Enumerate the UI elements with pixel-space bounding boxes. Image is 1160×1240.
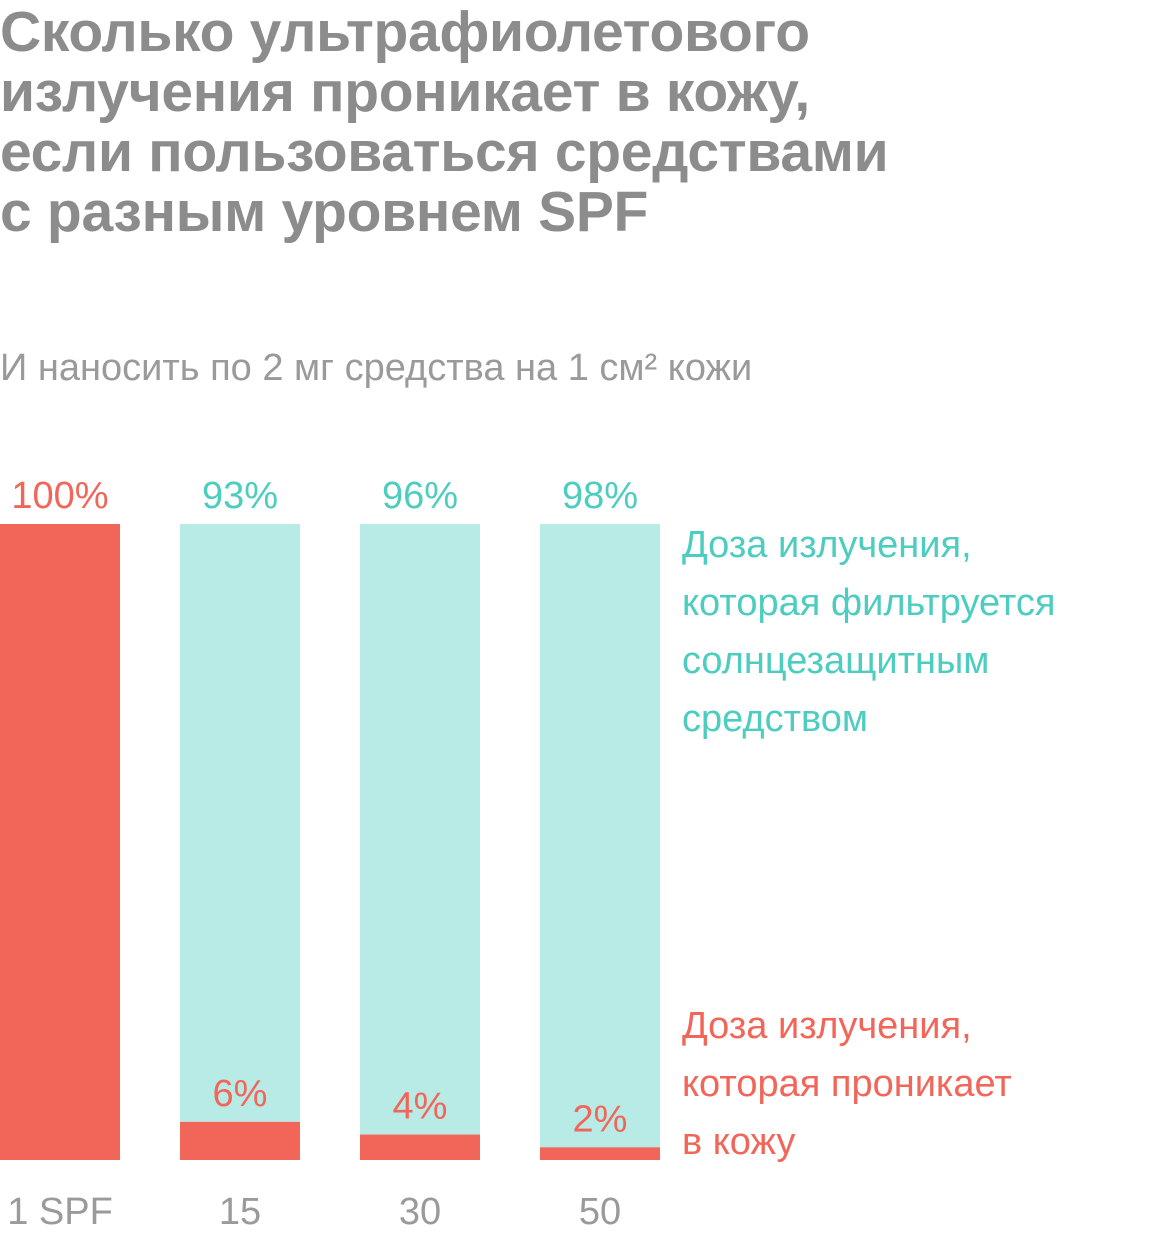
bar-filtered-1 <box>180 524 300 1122</box>
bar-top-label-1: 93% <box>202 475 278 517</box>
legend-filtered-line: солнцезащитным <box>682 640 990 682</box>
bar-lower-label-1: 6% <box>213 1073 268 1115</box>
bar-lower-label-2: 4% <box>393 1086 448 1128</box>
legend-penetrates-line: которая проникает <box>682 1063 1012 1105</box>
bar-penetrates-1 <box>180 1121 300 1160</box>
x-tick-label-3: 50 <box>579 1191 621 1233</box>
bar-filtered-3 <box>540 524 660 1148</box>
title-line: излучения проникает в кожу, <box>0 60 810 124</box>
bar-lower-label-3: 2% <box>573 1098 628 1140</box>
chart-subtitle: И наносить по 2 мг средства на 1 см² кож… <box>0 347 753 389</box>
legend-filtered-line: которая фильтруется <box>682 582 1056 624</box>
legend-filtered: Доза излучения, которая фильтруется солн… <box>682 516 1152 748</box>
legend-filtered-line: Доза излучения, <box>682 524 972 566</box>
bar-penetrates-3 <box>540 1147 660 1160</box>
x-tick-label-1: 15 <box>219 1191 261 1233</box>
legend-filtered-line: средством <box>682 698 869 740</box>
legend-penetrates-line: Доза излучения, <box>682 1005 972 1047</box>
bar-penetrates-2 <box>360 1134 480 1160</box>
chart-title: Сколько ультрафиолетового излучения прон… <box>0 2 1150 242</box>
x-tick-label-2: 30 <box>399 1191 441 1233</box>
title-line: с разным уровнем SPF <box>0 180 649 244</box>
bar-penetrates-0 <box>0 524 120 1160</box>
x-tick-label-0: 1 SPF <box>7 1191 113 1233</box>
title-line: если пользоваться средствами <box>0 120 889 184</box>
legend-penetrates: Доза излучения, которая проникает в кожу <box>682 997 1152 1171</box>
bar-top-label-3: 98% <box>562 475 638 517</box>
legend-penetrates-line: в кожу <box>682 1121 796 1163</box>
bar-filtered-2 <box>360 524 480 1135</box>
bar-top-label-2: 96% <box>382 475 458 517</box>
bar-top-label-0: 100% <box>11 475 108 517</box>
title-line: Сколько ультрафиолетового <box>0 0 810 64</box>
